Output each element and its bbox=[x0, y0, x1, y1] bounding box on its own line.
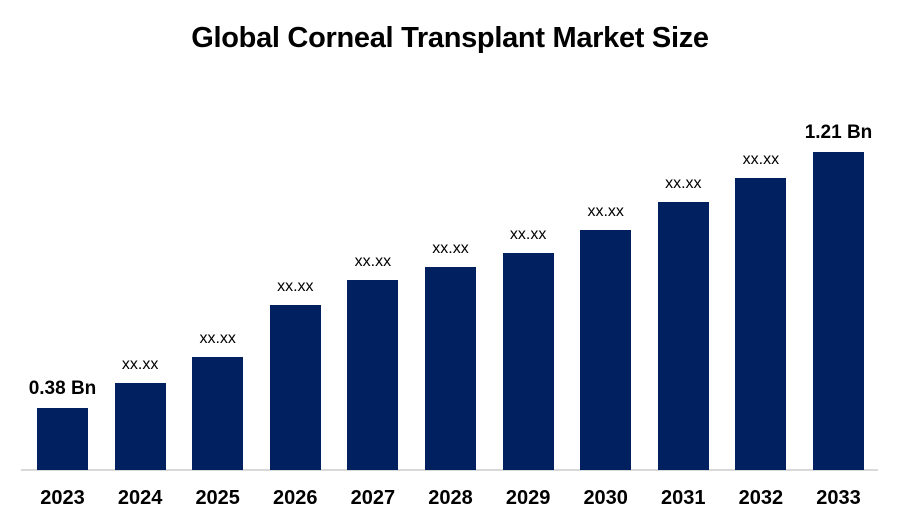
bar-value-label-2032: xx.xx bbox=[742, 151, 780, 168]
x-axis-label-2033: 2033 bbox=[816, 487, 861, 509]
x-axis-label-2026: 2026 bbox=[273, 487, 318, 509]
x-axis-label-2025: 2025 bbox=[195, 487, 240, 509]
bar-value-label-2029: xx.xx bbox=[509, 226, 547, 243]
bar-2023 bbox=[37, 408, 88, 470]
x-axis-label-2031: 2031 bbox=[661, 487, 706, 509]
bar-2026 bbox=[269, 305, 321, 470]
bar-2030 bbox=[580, 230, 632, 470]
bar-2024 bbox=[114, 383, 166, 470]
bar-value-label-2024: xx.xx bbox=[121, 356, 159, 373]
bar-value-label-2031: xx.xx bbox=[665, 175, 702, 192]
x-axis-label-2027: 2027 bbox=[350, 487, 396, 509]
chart-title: Global Corneal Transplant Market Size bbox=[191, 22, 709, 54]
x-axis-label-2030: 2030 bbox=[583, 487, 628, 509]
bar-value-label-2028: xx.xx bbox=[432, 240, 469, 257]
bar-value-label-2025: xx.xx bbox=[199, 330, 236, 347]
bar-2032 bbox=[735, 178, 787, 470]
bar-value-label-2023: 0.38 Bn bbox=[28, 378, 97, 399]
bar-value-label-2033: 1.21 Bn bbox=[804, 122, 873, 143]
x-axis-label-2028: 2028 bbox=[428, 487, 473, 509]
bar-2033 bbox=[813, 152, 864, 470]
bar-2029 bbox=[502, 253, 554, 470]
x-axis-label-2024: 2024 bbox=[117, 487, 163, 509]
bar-2025 bbox=[192, 357, 244, 470]
bar-2027 bbox=[347, 280, 399, 470]
x-axis-label-2029: 2029 bbox=[505, 487, 551, 509]
bar-2028 bbox=[425, 267, 476, 470]
x-axis-label-2023: 2023 bbox=[40, 487, 85, 509]
bar-value-label-2026: xx.xx bbox=[277, 278, 314, 295]
bar-value-label-2030: xx.xx bbox=[587, 203, 624, 220]
bar-2031 bbox=[657, 202, 709, 470]
x-axis-label-2032: 2032 bbox=[738, 487, 784, 509]
x-axis-line bbox=[21, 469, 878, 471]
bar-value-label-2027: xx.xx bbox=[354, 253, 392, 270]
